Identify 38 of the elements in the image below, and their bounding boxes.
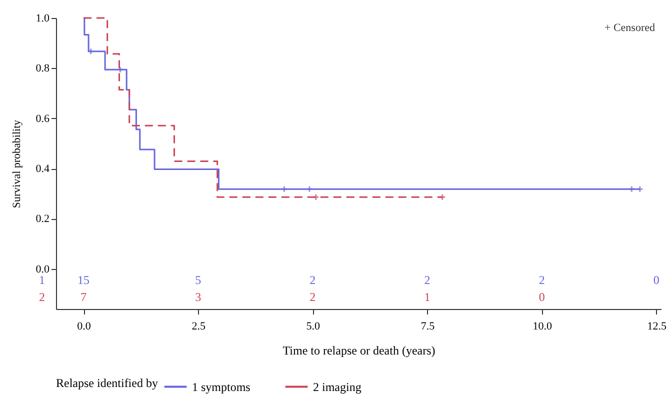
y-tick-label: 0.6 <box>36 112 50 125</box>
annotation: 2 <box>310 290 316 304</box>
annotation: 5 <box>195 273 202 288</box>
annotation: 0 <box>538 290 545 304</box>
annotation: 2 <box>310 273 316 288</box>
point <box>280 186 288 193</box>
x-tick-label: 10.0 <box>532 320 552 332</box>
y-tick-label: 1.0 <box>36 12 50 24</box>
point <box>438 194 446 201</box>
point <box>306 186 313 193</box>
x-tick-label: 5.0 <box>306 320 321 332</box>
point <box>312 194 320 201</box>
x-tick-label: 12.5 <box>647 320 668 332</box>
annotation: 2 <box>424 273 430 288</box>
annotation: 3 <box>195 290 202 304</box>
y-tick-label: 0.4 <box>36 163 50 176</box>
x-tick-label: 0.0 <box>77 320 92 332</box>
annotation: 2 <box>538 273 545 288</box>
x-tick-label: 7.5 <box>420 320 436 332</box>
legend-label: 2 imaging <box>313 380 362 394</box>
y-axis-title: Survival probability <box>10 119 23 208</box>
text: 1 <box>39 273 45 288</box>
point <box>628 186 636 193</box>
x-axis-title: Time to relapse or death (years) <box>282 344 436 358</box>
annotation: 15 <box>78 273 90 288</box>
text: 2 <box>39 290 45 304</box>
y-tick-label: 0.0 <box>36 263 50 276</box>
annotation: + Censored <box>604 22 656 34</box>
annotation: 7 <box>80 290 86 304</box>
legend-title: Relapse identified by <box>56 376 158 390</box>
y-tick-label: 0.8 <box>36 62 50 75</box>
point <box>116 66 124 74</box>
x-tick-label: 2.5 <box>192 320 206 332</box>
annotation: 1 <box>424 290 430 304</box>
legend-label: 1 symptoms <box>192 380 251 394</box>
annotation: 0 <box>653 273 660 288</box>
point <box>87 48 94 55</box>
y-tick-label: 0.2 <box>36 213 50 226</box>
